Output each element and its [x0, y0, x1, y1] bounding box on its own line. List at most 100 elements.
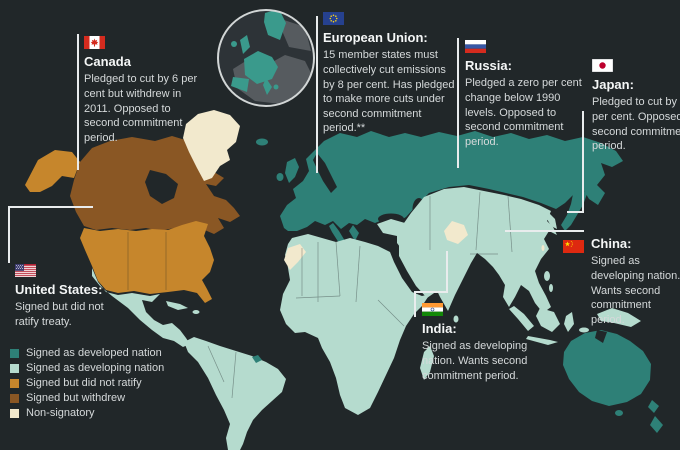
legend-swatch-did-not-ratify — [10, 379, 19, 388]
china-flag-icon — [563, 240, 584, 253]
canada-flag-icon — [84, 36, 208, 49]
region-borneo — [536, 308, 560, 332]
canada-connector-line — [77, 34, 79, 170]
legend-item: Signed but withdrew — [10, 393, 164, 404]
legend-item: Signed but did not ratify — [10, 378, 164, 389]
region-new-zealand-north — [648, 400, 659, 413]
country-borders — [127, 191, 513, 399]
india-connector-line-h — [414, 291, 448, 293]
us-connector-line-v — [8, 206, 10, 263]
region-iceland — [256, 138, 268, 146]
region-cuba — [166, 301, 188, 310]
inset-eu-italy — [263, 78, 272, 95]
region-philippines-2 — [549, 284, 553, 292]
inset-eu-scandinavia — [264, 10, 286, 40]
region-tasmania — [615, 410, 623, 416]
russia-text: Pledged a zero per cent change below 199… — [465, 77, 582, 148]
india-connector-line-v2 — [414, 291, 416, 317]
us-flag-icon — [15, 264, 119, 277]
legend-item: Signed as developing nation — [10, 363, 164, 374]
region-lesser-sunda — [579, 327, 589, 333]
region-new-zealand-south — [650, 416, 663, 433]
india-text: Signed as developing nation. Wants secon… — [422, 340, 528, 382]
japan-callout: Japan: Pledged to cut by 6 per cent. Opp… — [591, 58, 680, 154]
canada-text: Pledged to cut by 6 per cent but withdre… — [84, 73, 198, 144]
gulf-of-carpentaria — [595, 330, 607, 343]
japan-title: Japan: — [592, 77, 634, 92]
eu-callout: European Union: 15 member states must co… — [323, 12, 459, 136]
us-connector-line-h — [8, 206, 93, 208]
region-madagascar — [420, 346, 434, 380]
legend-label: Signed but did not ratify — [26, 377, 142, 389]
india-flag-icon — [422, 303, 532, 316]
legend-label: Signed as developing nation — [26, 362, 165, 374]
inset-eu-iberia — [231, 77, 249, 92]
region-sumatra — [509, 306, 534, 331]
region-africa — [280, 234, 430, 415]
us-callout: United States: Signed but did not ratify… — [15, 264, 119, 330]
region-asia — [397, 187, 557, 313]
canada-title: Canada — [84, 54, 131, 69]
china-connector-line — [505, 230, 584, 232]
eu-connector-line — [316, 16, 318, 173]
china-title: China: — [591, 236, 632, 251]
legend-label: Signed but withdrew — [26, 392, 126, 404]
us-title: United States: — [15, 282, 103, 297]
region-greenland — [183, 110, 240, 181]
legend-swatch-developed — [10, 349, 19, 358]
us-text: Signed but did not ratify treaty. — [15, 301, 104, 328]
region-taiwan — [541, 245, 545, 251]
india-title: India: — [422, 321, 457, 336]
russia-connector-line — [457, 38, 459, 168]
inset-eu-ireland — [231, 41, 237, 47]
legend-item: Signed as developed nation — [10, 348, 164, 359]
inset-eu-west-europe — [244, 51, 278, 84]
region-sri-lanka — [453, 315, 459, 323]
japan-connector-line-v — [582, 111, 584, 213]
europe-inset-map — [213, 5, 319, 111]
china-callout: China: Signed as developing nation. Want… — [563, 236, 680, 327]
hudson-bay — [145, 170, 178, 204]
region-new-guinea — [597, 308, 641, 327]
inset-eu-greece — [273, 84, 279, 90]
japan-flag-icon — [591, 58, 680, 73]
legend-label: Signed as developed nation — [26, 347, 162, 359]
region-sulawesi — [564, 312, 574, 332]
region-australia — [563, 330, 651, 406]
russia-title: Russia: — [465, 58, 512, 73]
region-south-america — [184, 337, 286, 450]
region-western-sahara — [284, 244, 306, 270]
legend-label: Non-signatory — [26, 407, 95, 419]
region-java — [526, 336, 558, 345]
region-ireland — [276, 173, 284, 181]
japan-text: Pledged to cut by 6 per cent. Opposed to… — [592, 96, 680, 153]
russia-callout: Russia: Pledged a zero per cent change b… — [465, 40, 589, 149]
inset-eu-uk — [240, 35, 250, 54]
baltic-sea — [313, 153, 337, 193]
legend-item: Non-signatory — [10, 408, 164, 419]
region-italy — [329, 223, 345, 243]
russia-flag-icon — [465, 40, 589, 53]
inset-circle-border — [217, 9, 315, 107]
region-greece — [349, 225, 359, 241]
india-connector-line-v1 — [446, 251, 448, 293]
region-afghanistan — [444, 221, 468, 244]
eu-title: European Union: — [323, 30, 428, 45]
region-alaska — [25, 150, 80, 192]
eu-text: 15 member states must collectively cut e… — [323, 49, 455, 135]
legend-swatch-developing — [10, 364, 19, 373]
region-united-states — [80, 221, 214, 303]
region-uk — [285, 158, 299, 183]
region-mexico-central-america — [92, 268, 190, 347]
japan-connector-line-h — [567, 211, 584, 213]
legend-swatch-withdrew — [10, 394, 19, 403]
region-japan — [561, 188, 587, 231]
region-philippines-1 — [544, 271, 550, 281]
region-french-guiana — [252, 355, 262, 363]
eu-flag-icon — [323, 12, 459, 25]
india-callout: India: Signed as developing nation. Want… — [422, 303, 532, 383]
region-europe-russia — [280, 131, 623, 231]
canada-callout: Canada Pledged to cut by 6 per cent but … — [84, 36, 208, 145]
